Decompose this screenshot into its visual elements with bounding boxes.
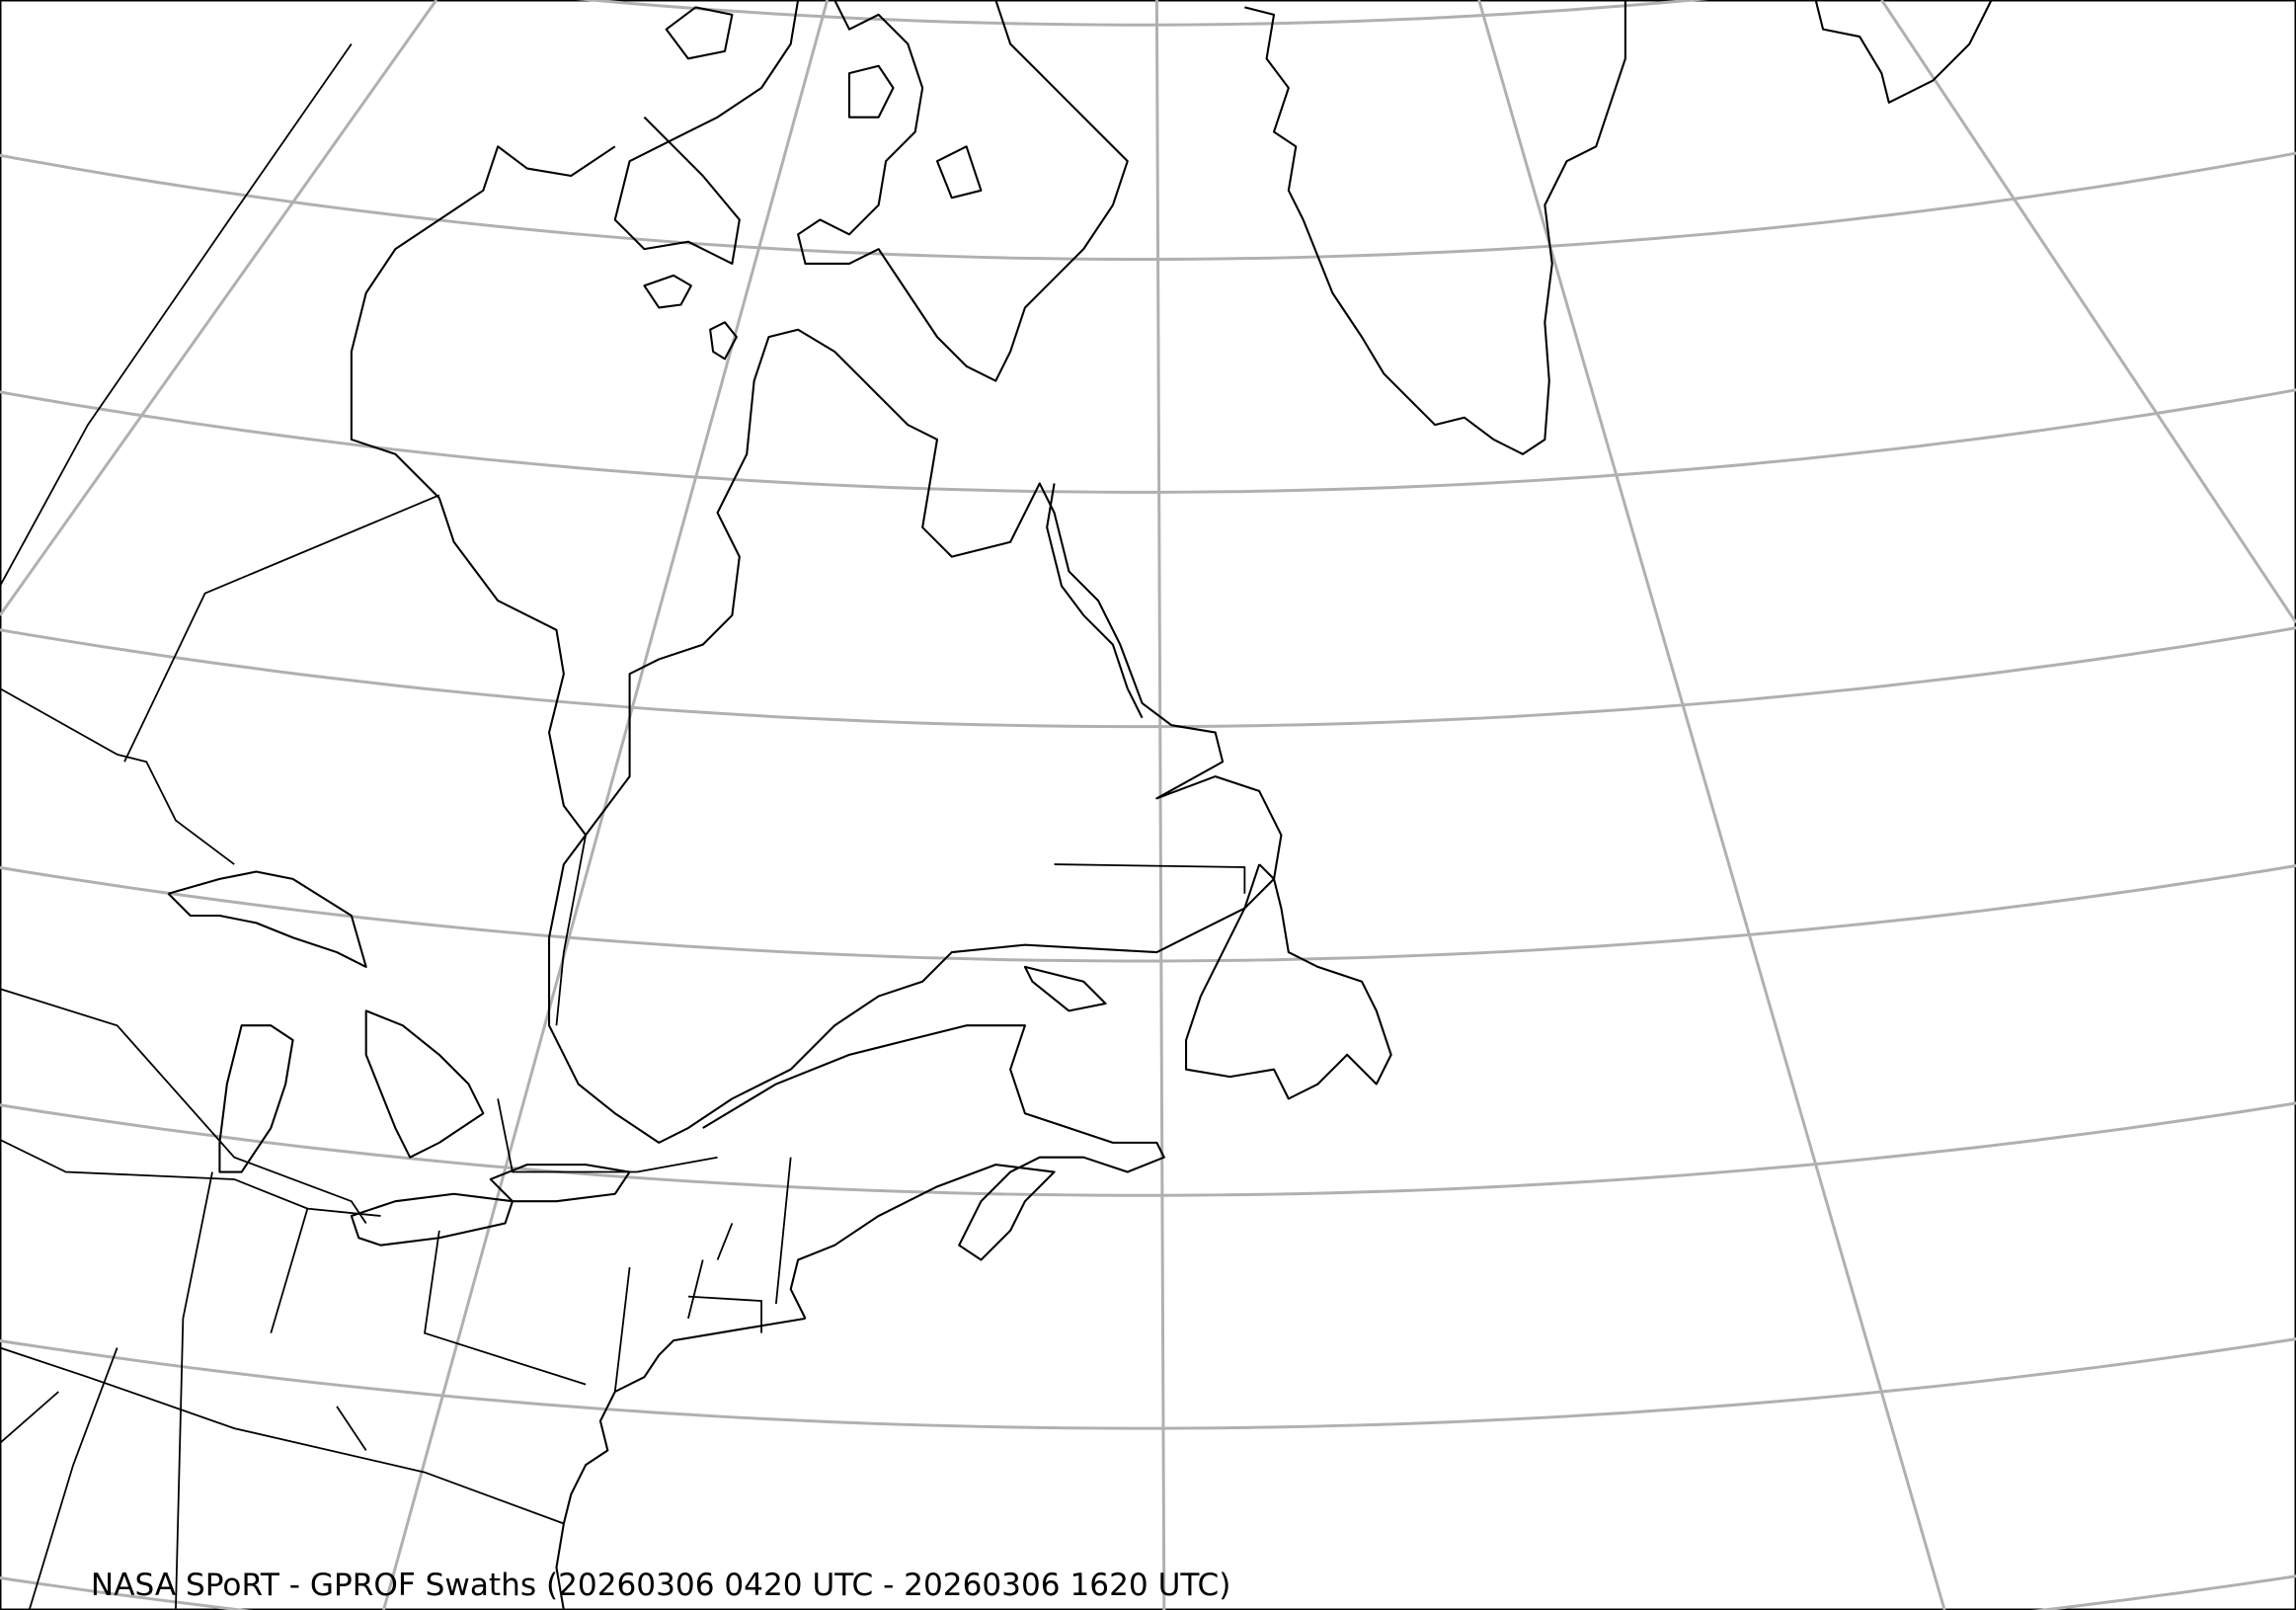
border-us-canada xyxy=(0,687,235,865)
longitude-line xyxy=(1154,0,1166,1610)
border-us-states-5 xyxy=(0,1347,367,1610)
us-northeast-coast xyxy=(555,1317,806,1610)
lake-michigan xyxy=(218,1024,294,1173)
latitude-line xyxy=(0,151,2296,262)
border-new-england xyxy=(497,1098,762,1333)
baffin-east-coast xyxy=(797,0,1129,382)
maritimes-coast xyxy=(702,1024,1165,1320)
lake-erie xyxy=(350,1192,515,1247)
border-canada-west xyxy=(0,42,353,587)
coastlines xyxy=(167,0,1993,1610)
hudson-bay-coast xyxy=(350,145,1283,1144)
latitude-line xyxy=(0,1101,2296,1197)
arctic-islands xyxy=(665,6,983,200)
greenland-coast xyxy=(1244,0,1626,455)
longitude-line xyxy=(1880,0,2296,624)
lake-superior xyxy=(167,870,367,968)
border-us-states-1 xyxy=(0,988,367,1224)
political-borders xyxy=(0,42,1246,1610)
latitude-line xyxy=(0,388,2296,494)
border-us-states-2 xyxy=(0,1139,381,1217)
gulf-st-lawrence-coast xyxy=(1023,965,1107,1012)
border-quebec-labrador xyxy=(1054,863,1246,894)
longitude-line xyxy=(382,0,830,1610)
latitude-line xyxy=(0,626,2296,729)
greenland-east-coast xyxy=(1814,0,1993,104)
border-us-states-3 xyxy=(0,1346,565,1525)
map-caption: NASA SPoRT - GPROF Swaths (20260306 0420… xyxy=(91,1568,1230,1603)
longitude-line xyxy=(0,0,438,616)
latitude-line xyxy=(0,863,2296,963)
james-bay-islands xyxy=(643,274,738,361)
baffin-island-coast xyxy=(613,0,800,266)
latitude-line xyxy=(0,1337,2296,1430)
labrador-coast xyxy=(1046,483,1144,719)
latitude-line xyxy=(576,0,1708,27)
border-ontario-manitoba xyxy=(123,494,440,763)
newfoundland-coast xyxy=(1185,863,1392,1100)
longitude-line xyxy=(1477,0,1946,1610)
border-quebec-ontario xyxy=(555,835,587,1026)
border-us-states-4 xyxy=(175,1157,792,1610)
lake-ontario xyxy=(489,1164,631,1203)
lake-huron xyxy=(364,1009,485,1159)
